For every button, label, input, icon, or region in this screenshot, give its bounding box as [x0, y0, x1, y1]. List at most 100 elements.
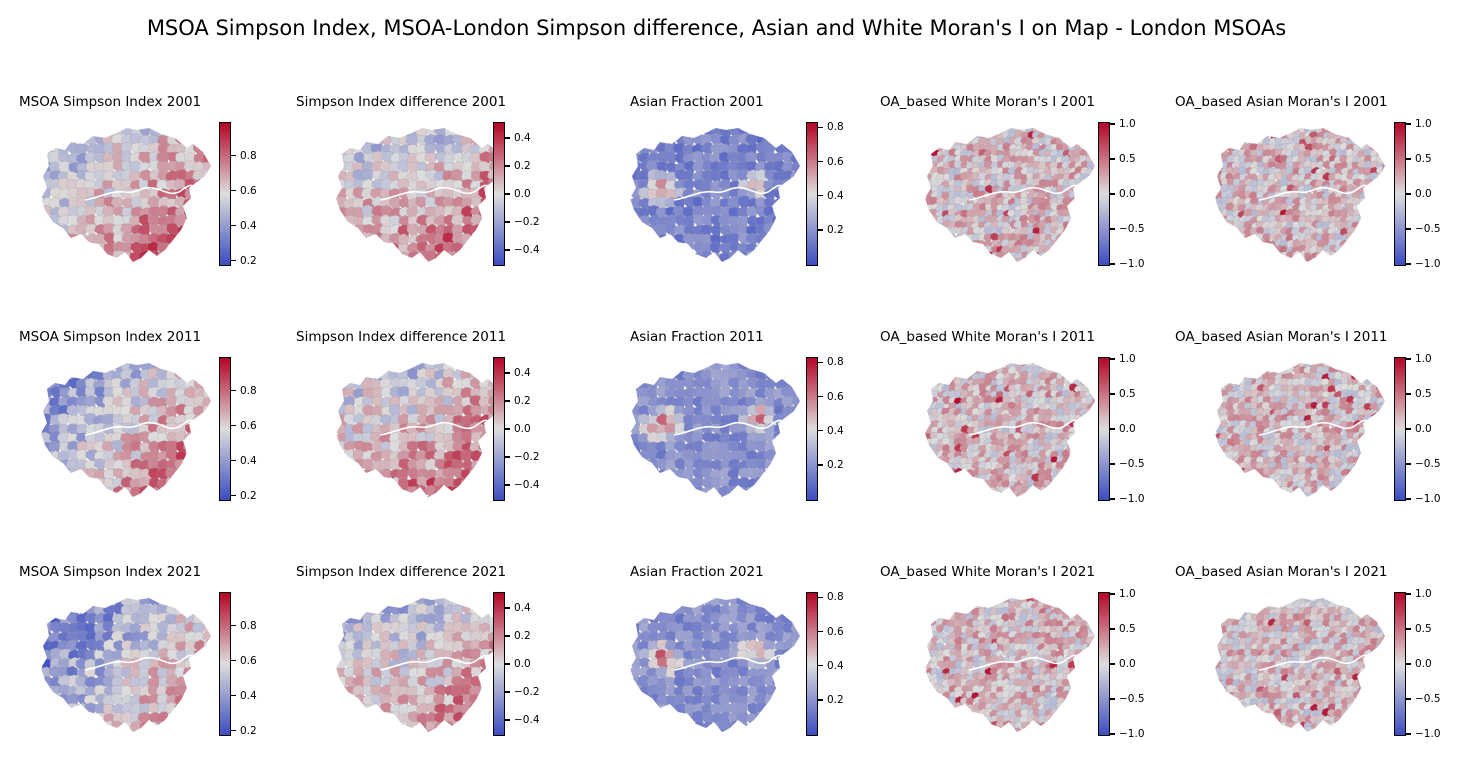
- msoa-area: [959, 243, 968, 255]
- msoa-area: [1346, 245, 1356, 256]
- msoa-area: [925, 154, 933, 165]
- msoa-area: [93, 494, 106, 497]
- colorbar-tick-label: 1.0: [1415, 118, 1432, 130]
- msoa-area: [1382, 250, 1385, 260]
- msoa-area: [925, 137, 933, 147]
- msoa-area: [461, 377, 473, 389]
- msoa-area: [1085, 143, 1095, 152]
- msoa-area: [1225, 485, 1235, 496]
- msoa-area: [461, 485, 474, 497]
- msoa-area: [665, 486, 678, 497]
- msoa-area: [1086, 190, 1095, 201]
- msoa-area: [1232, 128, 1241, 135]
- msoa-area: [1238, 245, 1248, 255]
- msoa-area: [85, 363, 97, 373]
- msoa-area: [1340, 474, 1349, 485]
- msoa-area: [1215, 480, 1224, 490]
- msoa-area: [362, 476, 375, 490]
- msoa-area: [469, 363, 482, 373]
- msoa-area: [1364, 209, 1373, 219]
- msoa-area: [1085, 137, 1095, 147]
- msoa-area: [192, 252, 204, 262]
- msoa-area: [336, 450, 347, 463]
- msoa-area: [1266, 492, 1276, 497]
- msoa-area: [57, 241, 71, 255]
- msoa-area: [202, 603, 211, 617]
- msoa-area: [737, 232, 750, 245]
- msoa-area: [193, 421, 205, 435]
- msoa-area: [478, 251, 491, 262]
- london-msoa-map: [336, 363, 506, 497]
- msoa-area: [389, 486, 401, 497]
- msoa-area: [102, 260, 115, 262]
- msoa-area: [48, 598, 61, 607]
- msoa-area: [165, 477, 178, 489]
- msoa-area: [1074, 251, 1083, 261]
- msoa-area: [1087, 131, 1095, 141]
- msoa-area: [1273, 171, 1283, 182]
- msoa-area: [930, 474, 939, 483]
- msoa-area: [1262, 487, 1271, 497]
- msoa-area: [202, 261, 211, 262]
- msoa-area: [1249, 492, 1259, 497]
- colorbar-tick-label: 0.2: [240, 254, 257, 267]
- msoa-area: [1074, 189, 1084, 201]
- msoa-area: [41, 459, 52, 473]
- msoa-area: [129, 377, 142, 391]
- msoa-area: [1375, 142, 1385, 152]
- msoa-area: [1027, 492, 1036, 497]
- msoa-area: [1069, 215, 1078, 226]
- msoa-area: [1068, 456, 1077, 467]
- msoa-area: [782, 422, 795, 435]
- msoa-area: [1346, 480, 1356, 491]
- msoa-area: [1068, 250, 1078, 261]
- msoa-area: [925, 455, 933, 466]
- msoa-area: [782, 476, 795, 490]
- msoa-area: [1215, 492, 1223, 497]
- msoa-area: [1357, 239, 1366, 249]
- msoa-area: [1026, 214, 1036, 224]
- msoa-area: [1377, 433, 1385, 443]
- msoa-area: [941, 473, 951, 483]
- msoa-area: [1080, 257, 1090, 262]
- msoa-area: [1231, 233, 1240, 244]
- msoa-area: [1363, 455, 1373, 466]
- msoa-area: [406, 494, 418, 497]
- msoa-area: [1062, 366, 1072, 375]
- msoa-area: [1215, 226, 1224, 237]
- msoa-area: [397, 495, 409, 497]
- msoa-area: [925, 231, 934, 242]
- msoa-area: [1382, 178, 1385, 189]
- msoa-area: [1069, 203, 1078, 212]
- colorbar-tick-label: 0.4: [514, 132, 531, 144]
- msoa-area: [167, 242, 179, 255]
- msoa-area: [397, 224, 410, 238]
- msoa-area: [728, 260, 740, 262]
- london-msoa-map: [1215, 128, 1385, 262]
- msoa-area: [1086, 366, 1095, 376]
- msoa-area: [656, 486, 669, 497]
- msoa-area: [201, 421, 211, 434]
- msoa-area: [48, 150, 60, 164]
- msoa-area: [478, 260, 491, 262]
- msoa-area: [637, 395, 650, 408]
- msoa-area: [41, 128, 52, 139]
- msoa-area: [1080, 431, 1090, 442]
- msoa-area: [111, 439, 123, 452]
- msoa-area: [1357, 137, 1367, 146]
- msoa-area: [1352, 258, 1362, 262]
- msoa-area: [1086, 450, 1095, 460]
- msoa-area: [93, 363, 105, 373]
- msoa-area: [781, 205, 793, 219]
- msoa-area: [1358, 232, 1367, 243]
- msoa-area: [665, 128, 677, 138]
- msoa-area: [1226, 371, 1236, 382]
- msoa-area: [773, 467, 785, 480]
- msoa-area: [1369, 365, 1379, 376]
- msoa-area: [67, 243, 79, 256]
- msoa-area: [176, 468, 188, 482]
- msoa-area: [41, 204, 52, 218]
- msoa-area: [1067, 461, 1076, 471]
- msoa-area: [1375, 427, 1385, 437]
- msoa-area: [935, 257, 945, 262]
